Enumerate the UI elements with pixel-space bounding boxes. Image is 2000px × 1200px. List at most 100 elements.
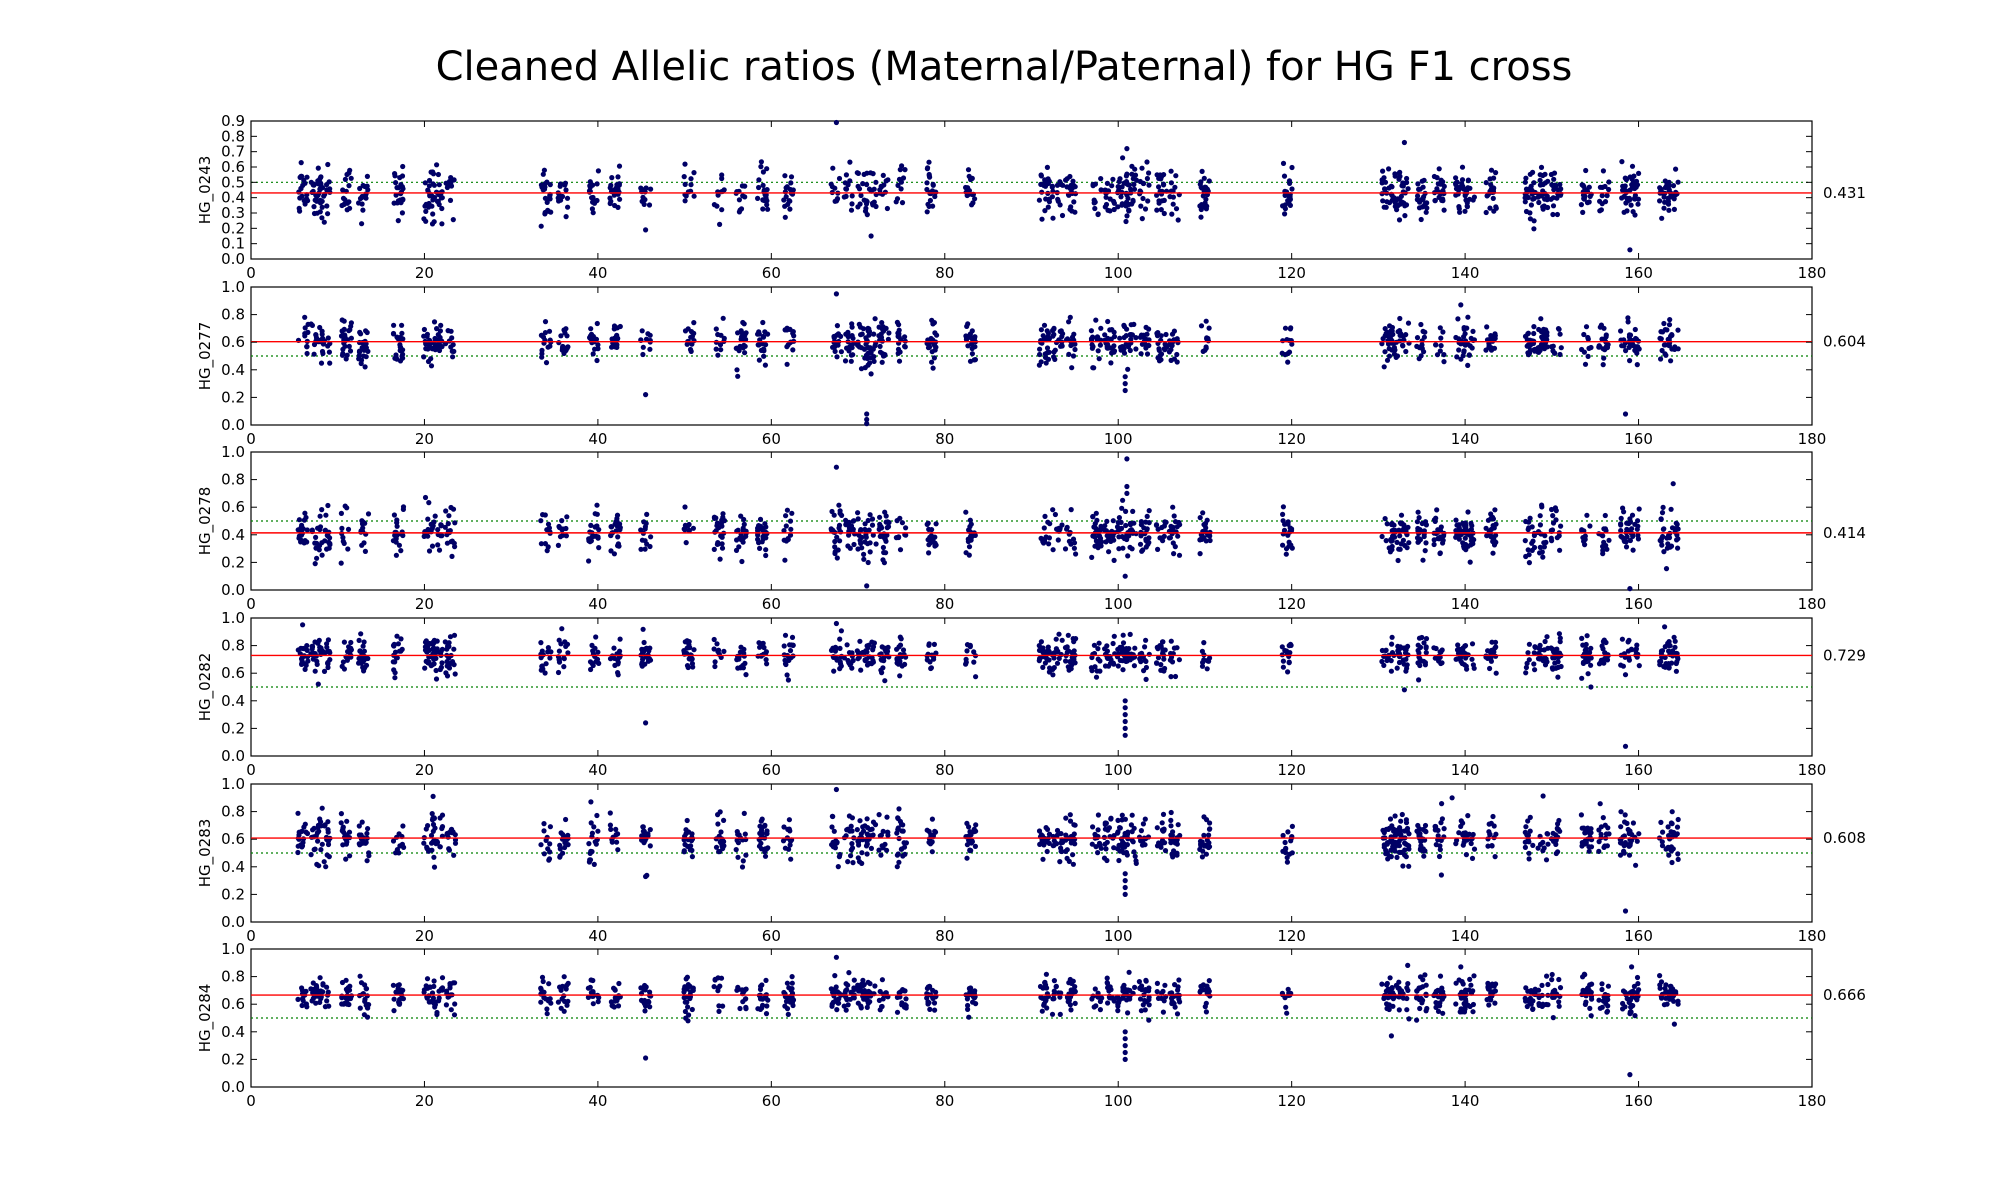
data-point [1436,853,1443,860]
x-tick-label: 180 [1798,595,1827,613]
data-point [684,817,690,824]
data-point [1289,850,1295,856]
data-point [765,331,771,337]
data-point [1548,196,1554,202]
data-point [648,186,654,192]
data-point [304,174,310,180]
x-tick-label: 60 [762,761,781,779]
data-point [556,340,562,346]
data-point [1285,829,1291,835]
data-point [1490,550,1496,556]
data-point [896,534,902,541]
data-point [1415,509,1421,515]
data-point [1168,674,1174,680]
data-point [436,547,443,553]
data-point [963,659,969,665]
data-point [1670,183,1677,189]
data-point [421,840,427,846]
data-point [1170,852,1176,859]
data-point [763,552,769,559]
data-point [1436,166,1442,172]
data-point [1634,642,1640,648]
data-point [878,852,884,858]
data-point-outlier [1627,586,1633,592]
data-point [593,533,599,539]
data-point [1102,332,1108,338]
data-point [964,648,970,654]
data-point [1069,649,1076,655]
data-point [831,335,837,341]
data-point [611,323,618,329]
data-point [319,841,325,847]
data-point [1072,346,1078,353]
data-point [1440,329,1446,335]
data-point [435,171,441,178]
data-point [1045,356,1052,362]
data-point [446,513,452,519]
data-point [319,331,325,337]
data-point [789,510,795,516]
data-point [296,205,302,211]
data-point [1110,176,1116,182]
data-point [836,502,842,508]
y-tick-label: 0.4 [221,526,245,544]
data-point [1115,204,1121,210]
data-point [759,641,765,647]
data-point [1386,353,1393,359]
data-point [737,207,743,213]
x-tick-label: 40 [588,761,607,779]
data-point [1422,200,1429,206]
data-point [1141,668,1147,674]
data-point [315,165,321,171]
data-point [1201,175,1207,181]
y-tick-label: 1.0 [221,609,245,627]
data-point [1389,634,1395,640]
data-point [1625,319,1631,325]
data-point [1586,184,1592,190]
data-point [1600,543,1606,550]
data-point [740,319,746,326]
data-point [365,826,371,832]
data-point [885,336,892,342]
data-point [1052,650,1058,656]
data-point [763,547,769,553]
data-point-outlier [643,720,649,726]
data-point [1422,548,1428,554]
mean-value-label: 0.729 [1823,646,1866,664]
data-point [1168,823,1174,829]
data-point [837,666,843,672]
data-point [593,841,599,847]
data-point [713,844,720,850]
data-point [1123,218,1129,225]
data-point [444,663,450,669]
data-point [344,207,350,213]
data-point [832,538,838,545]
data-point [1105,318,1111,325]
data-point [1585,671,1591,677]
data-point [1664,327,1670,333]
data-point [1550,203,1557,209]
data-point [421,533,427,540]
data-point [640,351,646,358]
data-point [855,546,861,552]
data-point [721,335,727,341]
data-point [611,655,618,662]
data-point [1587,193,1593,199]
data-point [964,855,970,861]
data-point [298,185,304,192]
data-point [366,853,372,859]
data-point [346,644,352,650]
data-point [897,673,903,679]
data-point [1143,637,1149,643]
data-point [1465,543,1471,549]
data-point [324,852,330,858]
data-point [1383,648,1389,654]
data-point [742,350,748,356]
data-point [1657,185,1663,191]
x-tick-label: 60 [762,430,781,448]
data-point [1289,341,1295,347]
data-point [837,636,843,642]
data-point [681,649,687,656]
data-point [541,167,548,173]
data-point [1529,187,1535,193]
